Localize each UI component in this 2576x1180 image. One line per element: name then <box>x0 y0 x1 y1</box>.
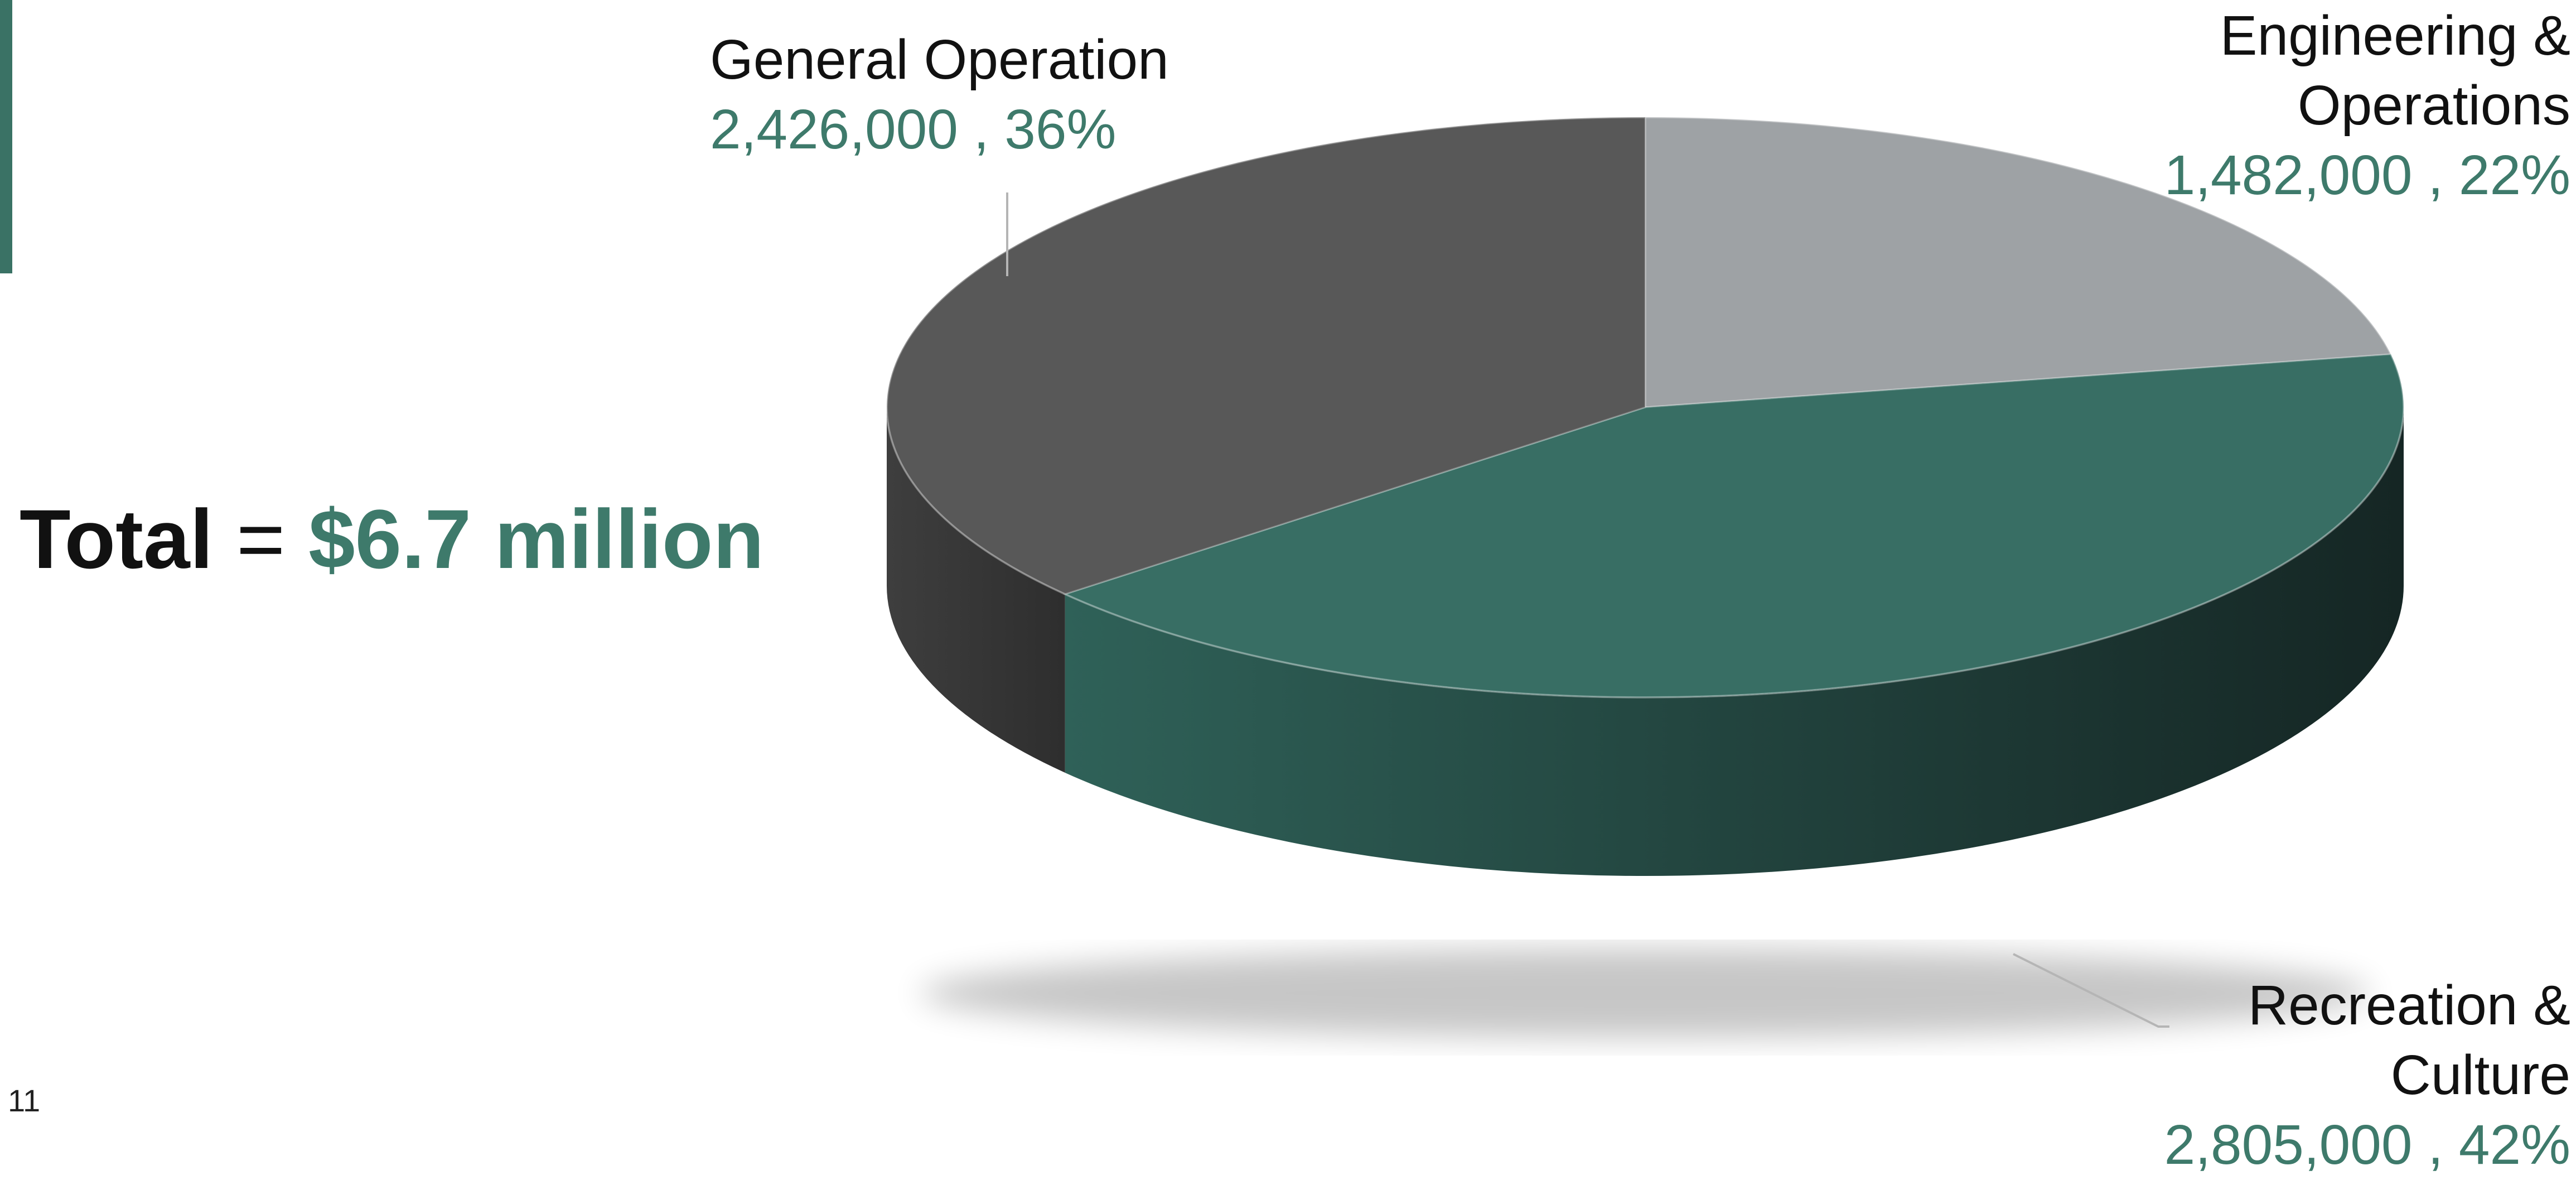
label-engineering-operations: Engineering & Operations 1,482,000 , 22% <box>2068 1 2570 210</box>
total-value: $6.7 million <box>308 492 765 586</box>
label-general-operation: General Operation 2,426,000 , 36% <box>710 25 1169 165</box>
slice-general-operation <box>886 116 1646 595</box>
pie-shadow <box>920 948 2370 1038</box>
slice-recreation-culture-side <box>1065 407 2404 876</box>
slice-recreation-culture <box>1062 353 2405 699</box>
total-amount: Total = $6.7 million <box>20 491 764 587</box>
pie-rim <box>886 116 2405 699</box>
page-number: 11 <box>8 1083 41 1118</box>
slice-name: General Operation <box>710 28 1169 91</box>
leader-recreation-culture <box>2013 953 2169 1028</box>
slice-value: 1,482,000 , 22% <box>2164 144 2570 206</box>
slice-name: Recreation & Culture <box>2248 974 2570 1106</box>
slice-value: 2,805,000 , 42% <box>2164 1114 2570 1176</box>
slice-engineering-operations <box>1644 116 2393 408</box>
slice-general-operation-side <box>887 407 1065 773</box>
pie-chart <box>886 116 2405 1038</box>
total-label: Total <box>20 492 214 586</box>
total-equals: = <box>236 492 286 586</box>
accent-bar <box>0 0 12 273</box>
slice-name: Engineering & Operations <box>2220 4 2570 137</box>
slice-value: 2,426,000 , 36% <box>710 98 1117 161</box>
label-recreation-culture: Recreation & Culture 2,805,000 , 42% <box>2068 971 2570 1180</box>
